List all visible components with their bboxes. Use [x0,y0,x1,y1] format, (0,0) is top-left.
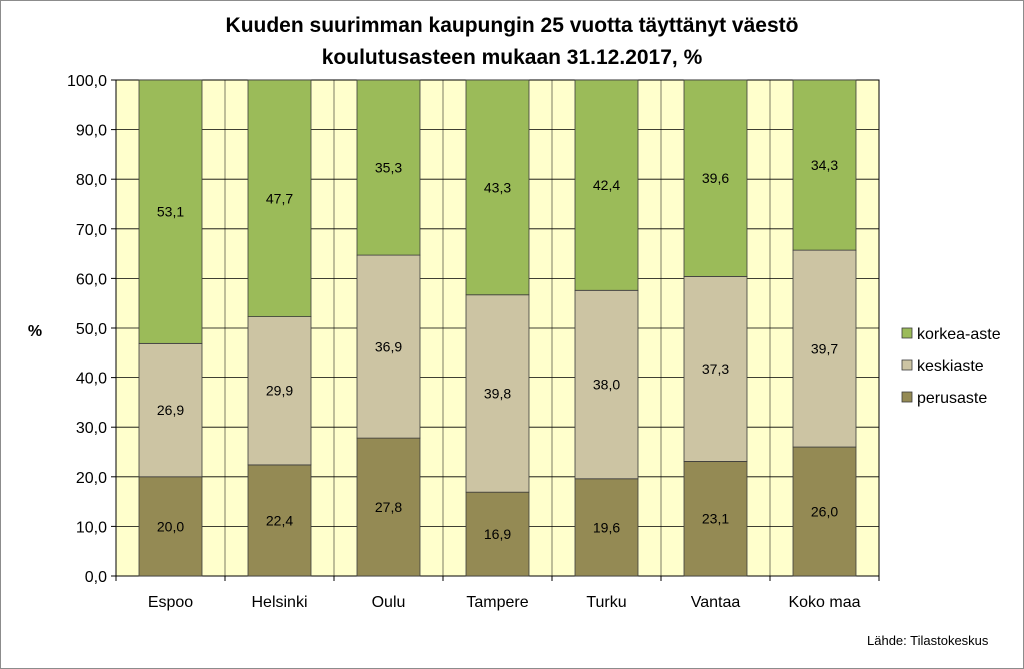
y-axis-label: % [28,323,42,340]
y-tick-label: 50,0 [76,321,107,338]
data-label: 26,0 [811,504,838,520]
bar-korkea-aste [683,79,748,277]
legend-swatch [901,327,913,339]
y-tick-label: 70,0 [76,222,107,239]
data-label: 39,6 [702,170,729,186]
data-label: 43,3 [484,179,511,195]
bar-perusaste [683,461,748,577]
bar-korkea-aste [356,79,421,256]
bar-keskiaste [683,276,748,462]
chart-title-line1: Kuuden suurimman kaupungin 25 vuotta täy… [225,14,799,37]
data-label: 35,3 [375,160,402,176]
bar-perusaste [465,491,530,577]
bar-perusaste [356,437,421,577]
bar-korkea-aste [574,79,639,291]
bar-keskiaste [465,294,530,493]
x-tick-label: Helsinki [251,594,307,611]
bar-perusaste [247,464,312,577]
x-tick-label: Turku [586,594,626,611]
data-label: 23,1 [702,511,729,527]
bar-korkea-aste [792,79,857,251]
bar-korkea-aste [138,79,203,344]
data-label: 39,7 [811,341,838,357]
data-label: 47,7 [266,190,293,206]
y-tick-label: 0,0 [85,569,107,586]
x-tick-label: Tampere [466,594,528,611]
bar-perusaste [138,476,203,577]
data-label: 53,1 [157,204,184,220]
data-label: 22,4 [266,512,293,528]
legend-label: korkea-aste [917,326,1001,343]
data-label: 38,0 [593,377,620,393]
y-tick-label: 60,0 [76,271,107,288]
data-label: 29,9 [266,383,293,399]
y-tick-label: 40,0 [76,371,107,388]
source-note: Lähde: Tilastokeskus [867,633,989,648]
legend-swatch [901,359,913,371]
y-tick-label: 80,0 [76,172,107,189]
x-tick-label: Koko maa [788,594,860,611]
bar-perusaste [574,478,639,577]
data-label: 16,9 [484,526,511,542]
bar-keskiaste [356,254,421,439]
data-label: 34,3 [811,157,838,173]
y-tick-label: 10,0 [76,519,107,536]
legend-label: keskiaste [917,358,984,375]
bar-keskiaste [574,289,639,480]
data-label: 20,0 [157,518,184,534]
bar-keskiaste [247,316,312,466]
bar-perusaste [792,446,857,577]
y-tick-label: 90,0 [76,123,107,140]
data-label: 27,8 [375,499,402,515]
data-label: 19,6 [593,519,620,535]
data-label: 42,4 [593,177,620,193]
bar-korkea-aste [247,79,312,317]
legend-swatch [901,391,913,403]
legend-label: perusaste [917,390,987,407]
x-tick-label: Oulu [372,594,406,611]
y-tick-label: 100,0 [67,73,107,90]
data-label: 36,9 [375,339,402,355]
bar-keskiaste [792,249,857,448]
x-tick-label: Espoo [148,594,193,611]
bar-korkea-aste [465,79,530,296]
x-tick-label: Vantaa [691,594,741,611]
data-label: 39,8 [484,385,511,401]
data-label: 26,9 [157,402,184,418]
chart-title-line2: koulutusasteen mukaan 31.12.2017, % [321,46,703,69]
y-tick-label: 20,0 [76,470,107,487]
data-label: 37,3 [702,361,729,377]
y-tick-label: 30,0 [76,420,107,437]
